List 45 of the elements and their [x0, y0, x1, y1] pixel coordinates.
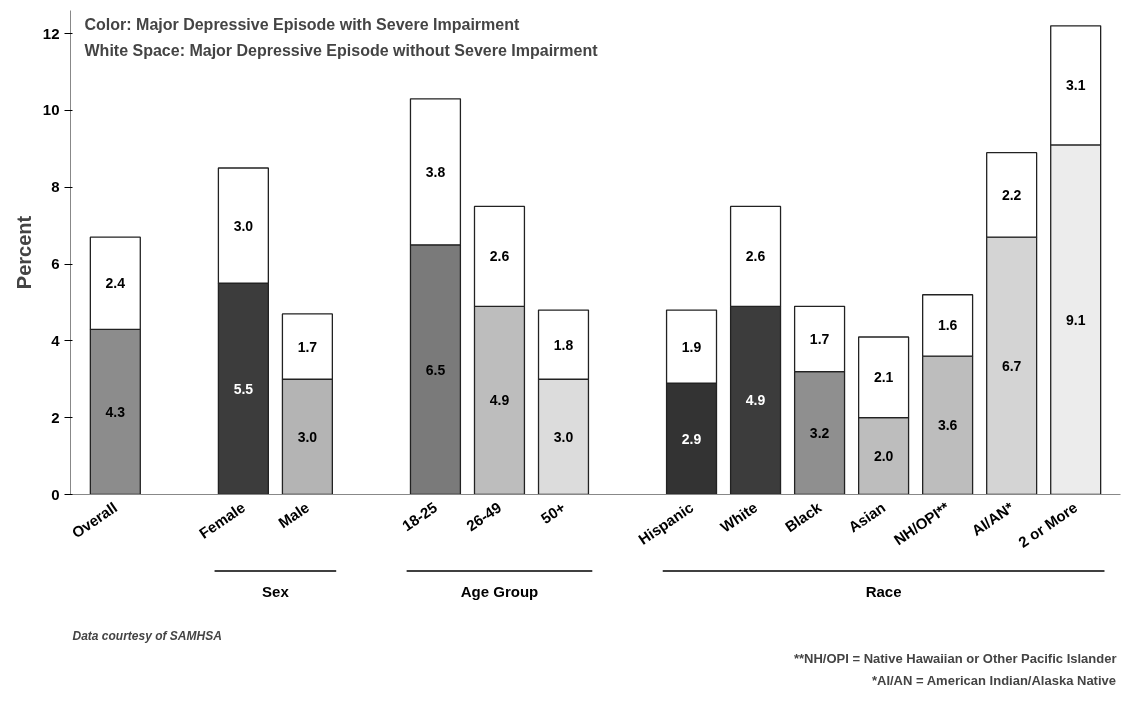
data-label: 5.5	[233, 380, 254, 397]
data-label: 4.9	[745, 392, 766, 409]
data-label: 3.0	[297, 428, 318, 445]
y-tick-label: 0	[51, 485, 60, 503]
y-tick-label: 6	[51, 255, 60, 273]
data-label: 4.3	[105, 403, 126, 420]
data-label: 3.2	[809, 425, 830, 442]
data-label: 6.5	[425, 361, 446, 378]
data-label: 2.6	[745, 248, 766, 265]
y-tick-label: 2	[51, 408, 60, 426]
data-label: 2.2	[1001, 186, 1022, 203]
y-tick-label: 4	[51, 331, 61, 349]
data-label: 2.9	[681, 430, 702, 447]
data-label: 1.6	[937, 317, 958, 334]
data-label: 6.7	[1001, 357, 1022, 374]
data-label: 1.9	[681, 338, 702, 355]
data-label: 2.0	[873, 448, 894, 465]
y-axis-title: Percent	[12, 215, 35, 290]
x-tick-label: 50+	[537, 498, 569, 527]
text: *AI/AN = American Indian/Alaska Native	[871, 673, 1117, 688]
x-tick-label: 2 or More	[1015, 498, 1081, 551]
data-label: 1.7	[809, 330, 830, 347]
data-label: 2.1	[873, 369, 894, 386]
text: **NH/OPI = Native Hawaiian or Other Pacific Islander	[793, 650, 1117, 666]
chart-title: Color: Major Depressive Episode with Severe Impairment	[84, 15, 520, 33]
data-label: 2.6	[489, 248, 510, 265]
x-tick-label: Male	[275, 498, 313, 532]
data-label: 3.0	[233, 217, 254, 234]
data-label: 9.1	[1065, 311, 1086, 328]
y-tick-label: 12	[42, 24, 60, 42]
data-label: 2.4	[105, 275, 126, 292]
text: Data courtesy of SAMHSA	[72, 629, 222, 643]
text: Sex	[262, 583, 290, 600]
text: White Space: Major Depressive Episode without Severe Impairment	[84, 41, 599, 59]
data-label: 1.7	[297, 338, 318, 355]
y-tick-label: 8	[51, 178, 60, 196]
data-label: 1.8	[553, 336, 574, 353]
data-label: 3.8	[425, 163, 446, 180]
text: Race	[865, 583, 902, 600]
data-label: 3.0	[553, 428, 574, 445]
text: Age Group	[460, 583, 539, 600]
data-label: 3.1	[1065, 77, 1086, 94]
data-label: 3.6	[937, 417, 958, 434]
y-tick-label: 10	[42, 101, 60, 119]
data-label: 4.9	[489, 392, 510, 409]
